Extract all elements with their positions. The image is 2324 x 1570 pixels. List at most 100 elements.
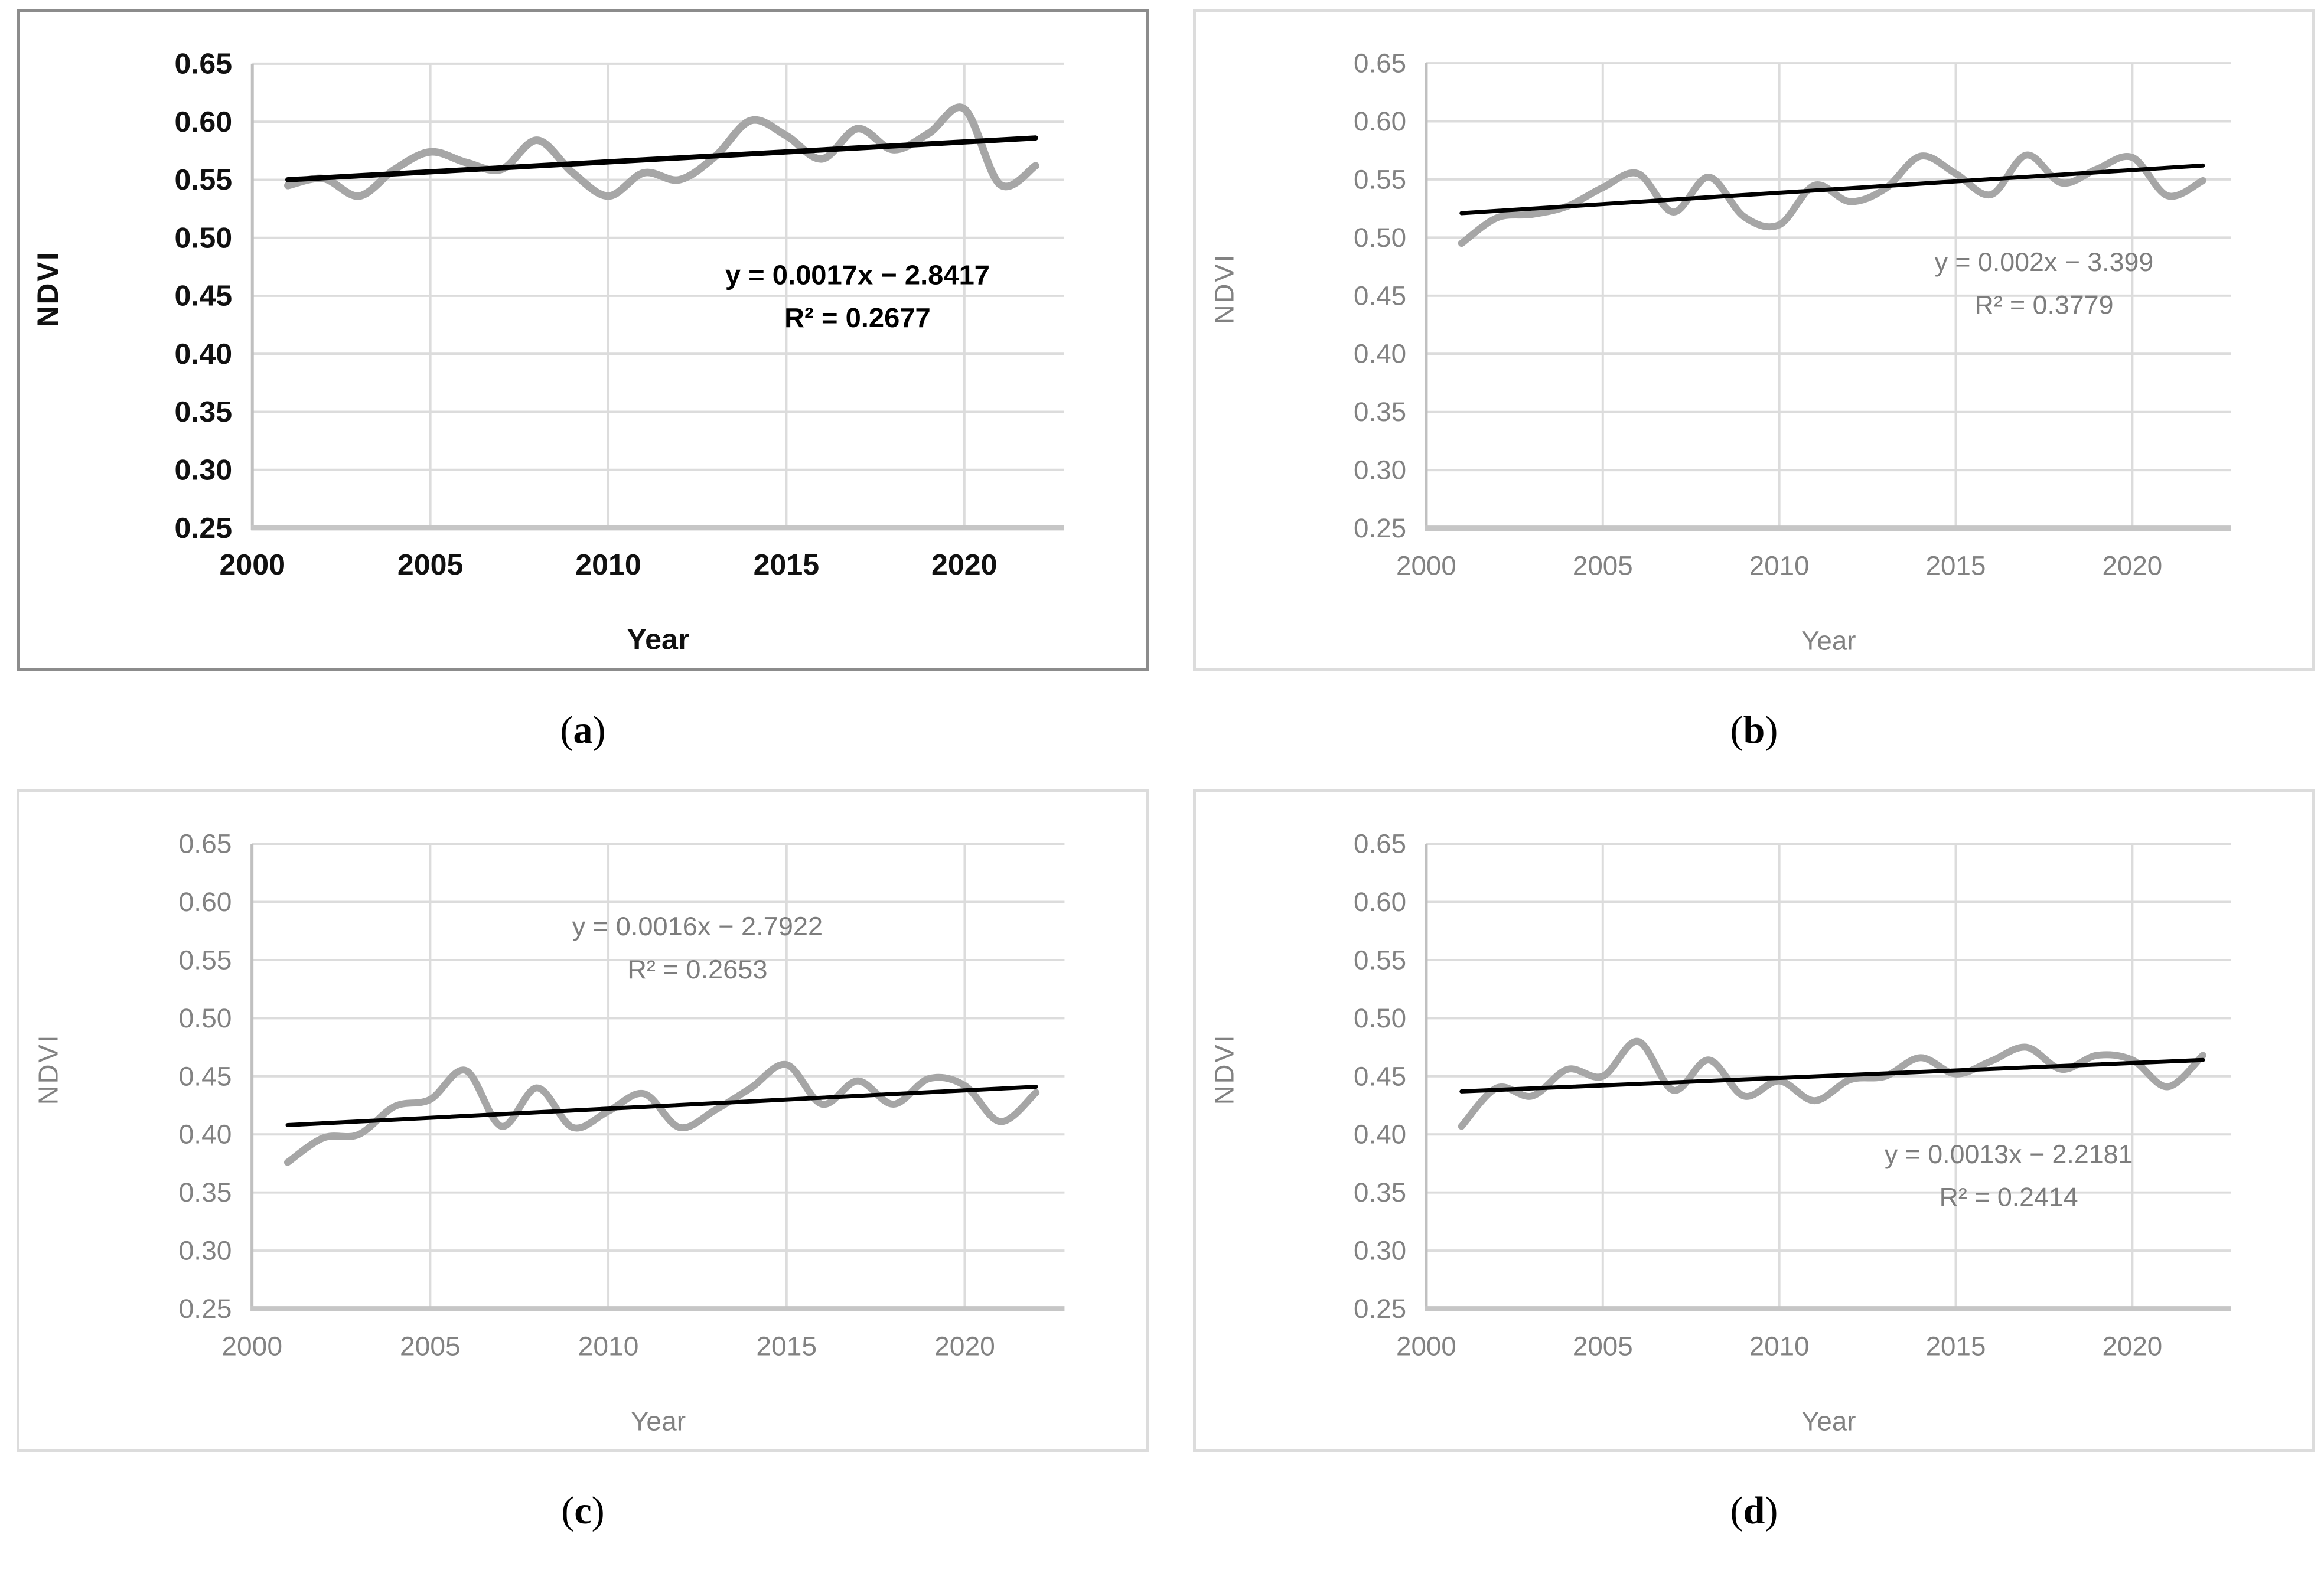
- y-tick-label: 0.35: [1354, 397, 1406, 427]
- x-tick-label: 2020: [934, 1331, 995, 1362]
- caption-d-letter: d: [1743, 1489, 1765, 1532]
- y-axis-title: NDVI: [1210, 253, 1240, 325]
- y-tick-label: 0.35: [1354, 1177, 1406, 1207]
- y-tick-label: 0.50: [179, 1003, 232, 1033]
- caption-a-paren-close: ): [592, 709, 606, 752]
- x-tick-label: 2015: [1926, 1331, 1986, 1362]
- ndvi-curve: [1458, 1037, 2206, 1130]
- caption-b-paren-close: ): [1765, 709, 1778, 752]
- y-tick-label: 0.25: [175, 511, 233, 544]
- panel-d: 0.65 0.60 0.55 0.50 0.45 0.40 0.35 0.30 0.25 2000…: [1193, 789, 2315, 1452]
- x-axis-title: Year: [1801, 625, 1856, 655]
- x-tick-label: 2005: [400, 1331, 461, 1362]
- cell-a: 0.65 0.60 0.55 0.50 0.45 0.40 0.35 0.30 0.25 2000…: [17, 9, 1149, 789]
- y-tick-label: 0.25: [1354, 513, 1406, 543]
- x-axis-title: Year: [1801, 1406, 1856, 1436]
- caption-d-paren-close: ): [1765, 1489, 1778, 1532]
- y-tick-label: 0.55: [175, 164, 233, 197]
- y-axis-title: NDVI: [1210, 1034, 1240, 1105]
- y-tick-label: 0.30: [1354, 1236, 1406, 1266]
- cell-b: 0.65 0.60 0.55 0.50 0.45 0.40 0.35 0.30 0.25 2000…: [1193, 9, 2315, 789]
- y-tick-label: 0.45: [1354, 280, 1406, 311]
- y-tick-label: 0.55: [1354, 165, 1406, 195]
- y-tick-label: 0.30: [175, 453, 233, 487]
- r-squared-label: R² = 0.2677: [784, 302, 931, 333]
- y-tick-label: 0.35: [179, 1177, 232, 1207]
- y-tick-label: 0.45: [175, 279, 233, 312]
- gridlines: [1426, 62, 2231, 528]
- r-squared-label: R² = 0.2414: [1940, 1183, 2078, 1212]
- panel-c: 0.65 0.60 0.55 0.50 0.45 0.40 0.35 0.30 0.25 2000…: [17, 789, 1149, 1452]
- y-tick-label: 0.40: [1354, 1119, 1406, 1150]
- y-tick-label: 0.50: [175, 221, 233, 254]
- trend-line: [1459, 163, 2205, 216]
- y-tick-label: 0.65: [175, 47, 233, 80]
- y-tick-label: 0.45: [179, 1061, 232, 1092]
- y-tick-label: 0.65: [1354, 829, 1406, 859]
- y-tick-label: 0.60: [175, 105, 233, 138]
- caption-c-paren-close: ): [591, 1489, 605, 1532]
- trend-line: [285, 135, 1038, 182]
- caption-a: (a): [17, 671, 1149, 789]
- y-tick-label: 0.50: [1354, 223, 1406, 253]
- y-tick-label: 0.30: [1354, 455, 1406, 485]
- trend-equation: y = 0.0017x − 2.8417: [725, 260, 990, 291]
- caption-c: (c): [17, 1452, 1149, 1570]
- x-tick-label: 2005: [397, 548, 464, 581]
- y-tick-label: 0.40: [1354, 339, 1406, 369]
- cell-d: 0.65 0.60 0.55 0.50 0.45 0.40 0.35 0.30 0.25 2000…: [1193, 789, 2315, 1570]
- y-tick-label: 0.25: [179, 1293, 232, 1324]
- x-tick-label: 2010: [1749, 551, 1810, 581]
- x-tick-label: 2015: [756, 1331, 817, 1362]
- trend-equation: y = 0.002x − 3.399: [1935, 248, 2154, 277]
- x-tick-label: 2020: [931, 548, 998, 581]
- x-tick-label: 2005: [1573, 1331, 1633, 1362]
- ndvi-curve: [1458, 151, 2206, 247]
- y-tick-label: 0.40: [175, 337, 233, 370]
- caption-b-paren-open: (: [1730, 709, 1743, 752]
- panel-a: 0.65 0.60 0.55 0.50 0.45 0.40 0.35 0.30 0.25 2000…: [17, 9, 1149, 671]
- x-tick-label: 2010: [575, 548, 641, 581]
- x-tick-label: 2000: [1396, 551, 1456, 581]
- trend-line: [1459, 1057, 2205, 1094]
- y-axis-title: NDVI: [32, 1034, 63, 1105]
- caption-a-paren-open: (: [560, 709, 573, 752]
- caption-a-letter: a: [573, 709, 593, 752]
- trend-equation: y = 0.0016x − 2.7922: [572, 911, 823, 941]
- y-tick-label: 0.50: [1354, 1003, 1406, 1033]
- trend-equation: y = 0.0013x − 2.2181: [1885, 1140, 2133, 1169]
- y-tick-label: 0.60: [1354, 106, 1406, 136]
- x-tick-label: 2010: [578, 1331, 639, 1362]
- y-tick-label: 0.25: [1354, 1294, 1406, 1324]
- chart-c-canvas: 0.65 0.60 0.55 0.50 0.45 0.40 0.35 0.30 0.25 2000…: [32, 828, 1065, 1437]
- x-tick-label: 2010: [1749, 1331, 1810, 1362]
- caption-d: (d): [1193, 1452, 2315, 1570]
- ndvi-curve: [284, 103, 1039, 200]
- cell-c: 0.65 0.60 0.55 0.50 0.45 0.40 0.35 0.30 0.25 2000…: [17, 789, 1149, 1570]
- x-axis-title: Year: [627, 623, 689, 656]
- x-axis-title: Year: [631, 1406, 686, 1437]
- y-axis-title: NDVI: [31, 250, 64, 327]
- x-tick-label: 2015: [754, 548, 820, 581]
- y-tick-label: 0.30: [179, 1235, 232, 1266]
- x-tick-label: 2015: [1926, 551, 1986, 581]
- y-tick-label: 0.40: [179, 1119, 232, 1150]
- chart-a-canvas: 0.65 0.60 0.55 0.50 0.45 0.40 0.35 0.30 0.25 2000…: [31, 47, 1064, 656]
- y-tick-label: 0.60: [1354, 887, 1406, 917]
- r-squared-label: R² = 0.3779: [1974, 291, 2113, 320]
- r-squared-label: R² = 0.2653: [627, 954, 767, 984]
- y-tick-label: 0.65: [179, 828, 232, 859]
- chart-b-canvas: 0.65 0.60 0.55 0.50 0.45 0.40 0.35 0.30 0.25 2000…: [1210, 48, 2231, 655]
- x-tick-label: 2000: [1396, 1331, 1456, 1362]
- y-tick-label: 0.55: [179, 945, 232, 975]
- x-tick-label: 2005: [1573, 551, 1633, 581]
- x-tick-label: 2000: [219, 548, 285, 581]
- caption-c-paren-open: (: [561, 1489, 575, 1532]
- caption-c-letter: c: [574, 1489, 592, 1532]
- x-tick-label: 2000: [221, 1331, 282, 1362]
- y-tick-label: 0.60: [179, 886, 232, 917]
- y-tick-label: 0.35: [175, 396, 233, 429]
- trend-line: [285, 1085, 1038, 1127]
- chart-d-canvas: 0.65 0.60 0.55 0.50 0.45 0.40 0.35 0.30 0.25 2000…: [1210, 829, 2231, 1436]
